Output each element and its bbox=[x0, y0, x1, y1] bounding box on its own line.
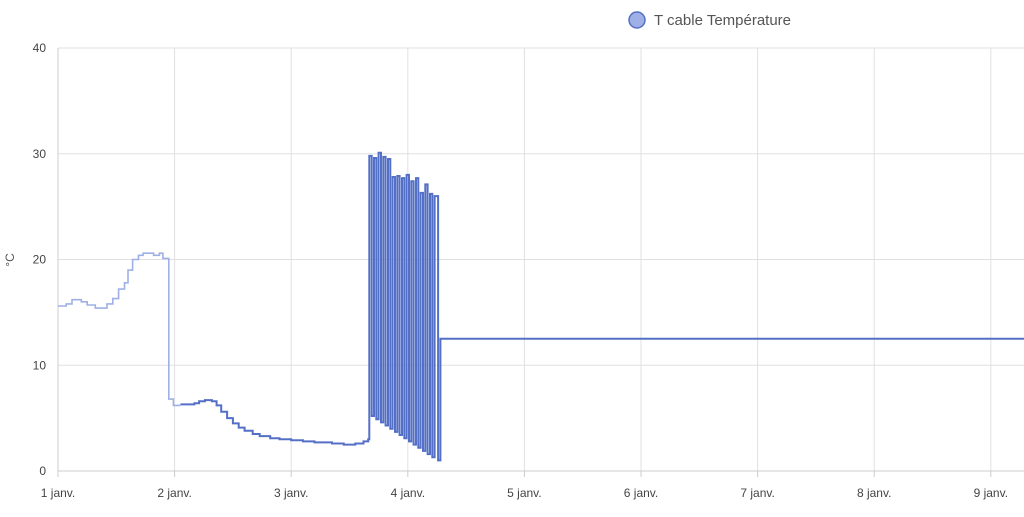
y-tick-label: 30 bbox=[33, 147, 47, 161]
y-tick-label: 0 bbox=[39, 464, 46, 478]
x-tick-label: 1 janv. bbox=[41, 486, 75, 500]
x-tick-label: 5 janv. bbox=[507, 486, 541, 500]
x-tick-label: 7 janv. bbox=[740, 486, 774, 500]
x-tick-label: 8 janv. bbox=[857, 486, 891, 500]
legend-label[interactable]: T cable Température bbox=[654, 12, 791, 29]
x-tick-label: 3 janv. bbox=[274, 486, 308, 500]
x-tick-label: 2 janv. bbox=[157, 486, 191, 500]
series-line-faded bbox=[58, 252, 181, 407]
y-tick-label: 10 bbox=[33, 358, 47, 372]
grid bbox=[57, 47, 1024, 472]
series-layer bbox=[58, 151, 1024, 462]
y-tick-label: 20 bbox=[33, 253, 47, 267]
legend-marker-icon[interactable] bbox=[628, 11, 646, 29]
x-tick-label: 9 janv. bbox=[974, 486, 1008, 500]
x-tick-label: 4 janv. bbox=[391, 486, 425, 500]
x-tick-label: 6 janv. bbox=[624, 486, 658, 500]
y-axis-title: °C bbox=[3, 253, 17, 267]
y-tick-label: 40 bbox=[33, 41, 47, 55]
series-line bbox=[180, 151, 1024, 462]
legend[interactable]: T cable Température bbox=[628, 11, 791, 29]
axes: 0 10 20 30 40 1 janv. 2 janv. 3 janv. 4 janv. 5 j… bbox=[33, 41, 1024, 500]
